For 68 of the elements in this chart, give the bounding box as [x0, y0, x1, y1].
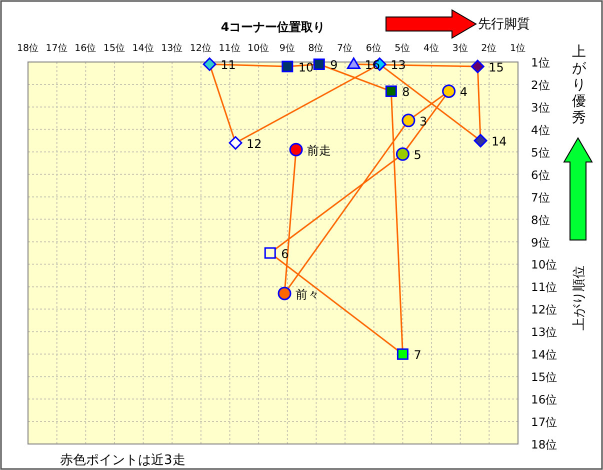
text: 先行脚質 — [478, 17, 530, 32]
point — [396, 147, 410, 161]
point — [313, 58, 325, 70]
x-tick-label: 4位 — [424, 42, 440, 54]
y-tick-label: 1位 — [531, 56, 550, 70]
y-tick-label: 10位 — [531, 258, 558, 272]
y-tick-label: 17位 — [531, 415, 558, 430]
text: 上がり優秀 — [572, 44, 587, 126]
y-tick-label: 6位 — [531, 168, 550, 182]
x-tick-label: 15位 — [103, 42, 126, 54]
x-tick-label: 11位 — [218, 42, 241, 54]
point — [278, 286, 292, 300]
y-tick-label: 18位 — [531, 438, 558, 452]
point — [470, 60, 484, 74]
x-tick-label: 17位 — [46, 42, 68, 54]
x-tick-label: 10位 — [248, 42, 270, 54]
y-tick-label: 11位 — [531, 280, 558, 294]
annotation: 前走 — [307, 144, 332, 158]
x-tick-label: 3位 — [452, 42, 468, 54]
annotation: 15 — [488, 60, 504, 74]
x-tick-label: 9位 — [279, 42, 296, 54]
y-axis-title: 上がり順位 — [572, 266, 587, 330]
x-tick-label: 6位 — [366, 42, 382, 54]
annotation: 8 — [402, 85, 410, 100]
point — [289, 142, 303, 156]
point — [228, 136, 242, 150]
y-tick-label: 14位 — [531, 348, 558, 362]
annotation: 7 — [414, 348, 422, 362]
point — [282, 60, 294, 72]
point — [402, 114, 416, 128]
point — [346, 57, 360, 69]
annotation: 16 — [364, 58, 380, 72]
annotation: 3 — [419, 114, 428, 128]
annotation: 12 — [246, 136, 262, 151]
x-tick-label: 13位 — [161, 42, 184, 54]
y-tick-label: 9位 — [531, 235, 550, 250]
x-tick-label: 7位 — [337, 42, 354, 54]
text: 赤色ポイントは近3走 — [60, 453, 186, 468]
x-tick-label: 5位 — [394, 42, 411, 54]
y-tick-label: 5位 — [531, 145, 550, 160]
x-tick-label: 18位 — [16, 42, 40, 54]
annotation: 5 — [414, 148, 422, 162]
x-tick-label: 8位 — [308, 42, 324, 54]
y-tick-label: 16位 — [531, 392, 558, 407]
point — [264, 247, 276, 259]
y-tick-label: 2位 — [531, 78, 550, 92]
y-tick-label: 4位 — [531, 122, 550, 137]
point — [385, 85, 397, 97]
x-tick-label: 16位 — [74, 42, 97, 54]
y-tick-label: 7位 — [531, 190, 550, 204]
y-tick-label: 12位 — [531, 302, 558, 317]
point — [202, 57, 216, 71]
x-axis-title: 4コーナー位置取り — [220, 20, 326, 34]
y-tick-label: 3位 — [531, 100, 550, 114]
y-tick-label: 13位 — [531, 325, 558, 340]
x-tick-label: 2位 — [481, 42, 498, 54]
x-tick-label: 1位 — [510, 42, 526, 54]
y-tick-label: 15位 — [531, 370, 558, 384]
annotation: 9 — [330, 58, 338, 72]
x-tick-label: 14位 — [132, 42, 154, 54]
annotation: 前々 — [296, 287, 320, 302]
annotation: 14 — [492, 134, 507, 149]
y-tick-label: 8位 — [531, 212, 550, 227]
point — [474, 134, 488, 148]
x-tick-label: 12位 — [190, 42, 212, 54]
annotation: 4 — [460, 85, 468, 100]
point — [442, 84, 456, 98]
point — [396, 348, 408, 360]
